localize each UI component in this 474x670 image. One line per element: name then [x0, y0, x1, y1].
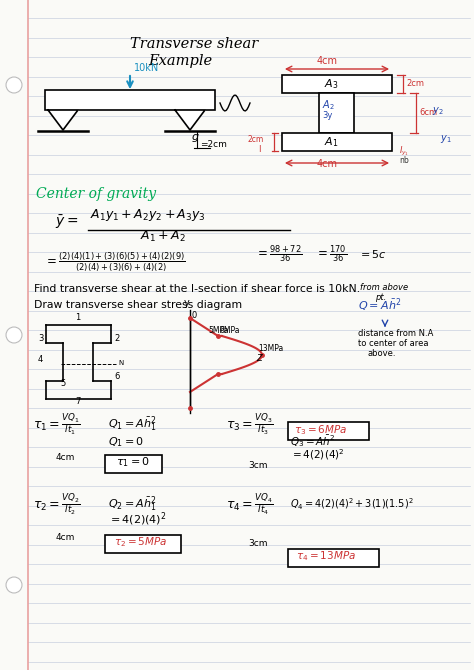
Bar — [319, 93, 354, 133]
Text: 3cm: 3cm — [248, 461, 267, 470]
Text: 2: 2 — [114, 334, 119, 343]
Text: $\tau_4 = \frac{VQ_4}{It_4}$: $\tau_4 = \frac{VQ_4}{It_4}$ — [226, 492, 274, 517]
Text: $Q_2 = A\bar{h}_1^2$: $Q_2 = A\bar{h}_1^2$ — [108, 495, 157, 514]
Text: nb: nb — [399, 156, 409, 165]
Text: 10kN: 10kN — [134, 63, 159, 73]
Polygon shape — [48, 110, 78, 130]
Text: 2cm: 2cm — [248, 135, 264, 144]
Text: pt.: pt. — [375, 293, 386, 302]
Text: from above: from above — [360, 283, 408, 292]
Text: Find transverse shear at the I-section if shear force is 10kN.: Find transverse shear at the I-section i… — [34, 284, 360, 294]
Text: 2cm: 2cm — [406, 79, 424, 88]
Text: =2cm: =2cm — [200, 140, 227, 149]
Text: $A_1 y_1 + A_2 y_2 + A_3 y_3$: $A_1 y_1 + A_2 y_2 + A_3 y_3$ — [90, 207, 206, 223]
Text: $Q = A\bar{h}^2$: $Q = A\bar{h}^2$ — [358, 297, 401, 314]
Text: 7: 7 — [75, 397, 81, 406]
Circle shape — [6, 327, 22, 343]
FancyBboxPatch shape — [106, 535, 182, 553]
Text: 3cm: 3cm — [248, 539, 267, 548]
Text: $A_1$: $A_1$ — [324, 135, 338, 149]
Text: 4: 4 — [38, 355, 43, 364]
Text: $A_3$: $A_3$ — [324, 77, 338, 91]
Bar — [282, 75, 392, 93]
Text: 4cm: 4cm — [317, 56, 338, 66]
Text: Example: Example — [148, 54, 212, 68]
Text: $Q_3 = A\bar{h}^2$: $Q_3 = A\bar{h}^2$ — [290, 433, 336, 449]
Text: Z: Z — [256, 354, 262, 363]
Text: g: g — [192, 132, 199, 142]
Text: above.: above. — [368, 349, 396, 358]
Polygon shape — [175, 110, 205, 130]
Text: $y_2$: $y_2$ — [432, 105, 444, 117]
Text: 4cm: 4cm — [56, 453, 75, 462]
Text: $= \frac{98+72}{36}$: $= \frac{98+72}{36}$ — [255, 243, 302, 265]
Text: y: y — [184, 298, 190, 308]
Text: 5MPa: 5MPa — [208, 326, 228, 335]
Text: 3y: 3y — [322, 111, 332, 120]
Text: $= \frac{(2)(4)(1)+(3)(6)(5)+(4)(2)(9)}{(2)(4)+(3)(6)+(4)(2)}$: $= \frac{(2)(4)(1)+(3)(6)(5)+(4)(2)(9)}{… — [44, 251, 185, 274]
Text: $\tau_3 = \frac{VQ_3}{It_3}$: $\tau_3 = \frac{VQ_3}{It_3}$ — [226, 412, 274, 437]
Text: $\tau_4 = 13 MPa$: $\tau_4 = 13 MPa$ — [296, 549, 356, 563]
Text: $\tau_1 = 0$: $\tau_1 = 0$ — [116, 455, 150, 469]
Text: 1: 1 — [75, 313, 81, 322]
Text: $= 5c$: $= 5c$ — [358, 248, 387, 260]
Text: Draw transverse shear stress diagram: Draw transverse shear stress diagram — [34, 300, 242, 310]
Circle shape — [6, 77, 22, 93]
Text: 4cm: 4cm — [56, 533, 75, 542]
Text: 4cm: 4cm — [317, 159, 338, 169]
Text: $y_1$: $y_1$ — [440, 133, 452, 145]
Text: $\tau_2 = \frac{VQ_2}{It_2}$: $\tau_2 = \frac{VQ_2}{It_2}$ — [33, 492, 81, 517]
Text: 0: 0 — [192, 311, 197, 320]
Text: 5: 5 — [60, 379, 65, 388]
FancyBboxPatch shape — [106, 454, 163, 472]
Text: $A_2$: $A_2$ — [322, 98, 335, 112]
Text: Transverse shear: Transverse shear — [130, 37, 258, 51]
Text: 6MPa: 6MPa — [220, 326, 240, 335]
Text: $A_1 + A_2$: $A_1 + A_2$ — [140, 229, 186, 244]
Text: Center of gravity: Center of gravity — [36, 187, 156, 201]
Bar — [282, 133, 392, 151]
Text: $Q_4 = 4(2)(4)^2+3(1)(1.5)^2$: $Q_4 = 4(2)(4)^2+3(1)(1.5)^2$ — [290, 496, 414, 512]
Text: $\bar{y}=$: $\bar{y}=$ — [55, 213, 78, 231]
Text: 6cm: 6cm — [419, 108, 437, 117]
Text: 13MPa: 13MPa — [258, 344, 283, 353]
Text: 3: 3 — [38, 334, 44, 343]
FancyBboxPatch shape — [289, 421, 370, 440]
Bar — [45, 90, 215, 110]
FancyBboxPatch shape — [289, 549, 380, 567]
Text: $= 4(2)(4)^2$: $= 4(2)(4)^2$ — [290, 447, 345, 462]
Text: $\tau_2 = 5 MPa$: $\tau_2 = 5 MPa$ — [114, 535, 167, 549]
Text: $= 4(2)(4)^2$: $= 4(2)(4)^2$ — [108, 511, 166, 528]
Text: 6: 6 — [114, 372, 119, 381]
Text: $Q_1 = A\bar{h}_1^2$: $Q_1 = A\bar{h}_1^2$ — [108, 415, 157, 434]
Text: $I_{y_1}$: $I_{y_1}$ — [399, 144, 409, 157]
Text: to center of area: to center of area — [358, 339, 428, 348]
Text: $= \frac{170}{36}$: $= \frac{170}{36}$ — [315, 243, 347, 265]
Text: N: N — [118, 360, 123, 366]
Text: I: I — [258, 145, 261, 154]
Text: $\tau_1 = \frac{VQ_1}{It_1}$: $\tau_1 = \frac{VQ_1}{It_1}$ — [33, 412, 81, 437]
Text: $Q_1 = 0$: $Q_1 = 0$ — [108, 435, 144, 449]
Text: distance from N.A: distance from N.A — [358, 329, 433, 338]
Circle shape — [6, 577, 22, 593]
Text: $\tau_3 = 6 MPa$: $\tau_3 = 6 MPa$ — [294, 423, 347, 437]
